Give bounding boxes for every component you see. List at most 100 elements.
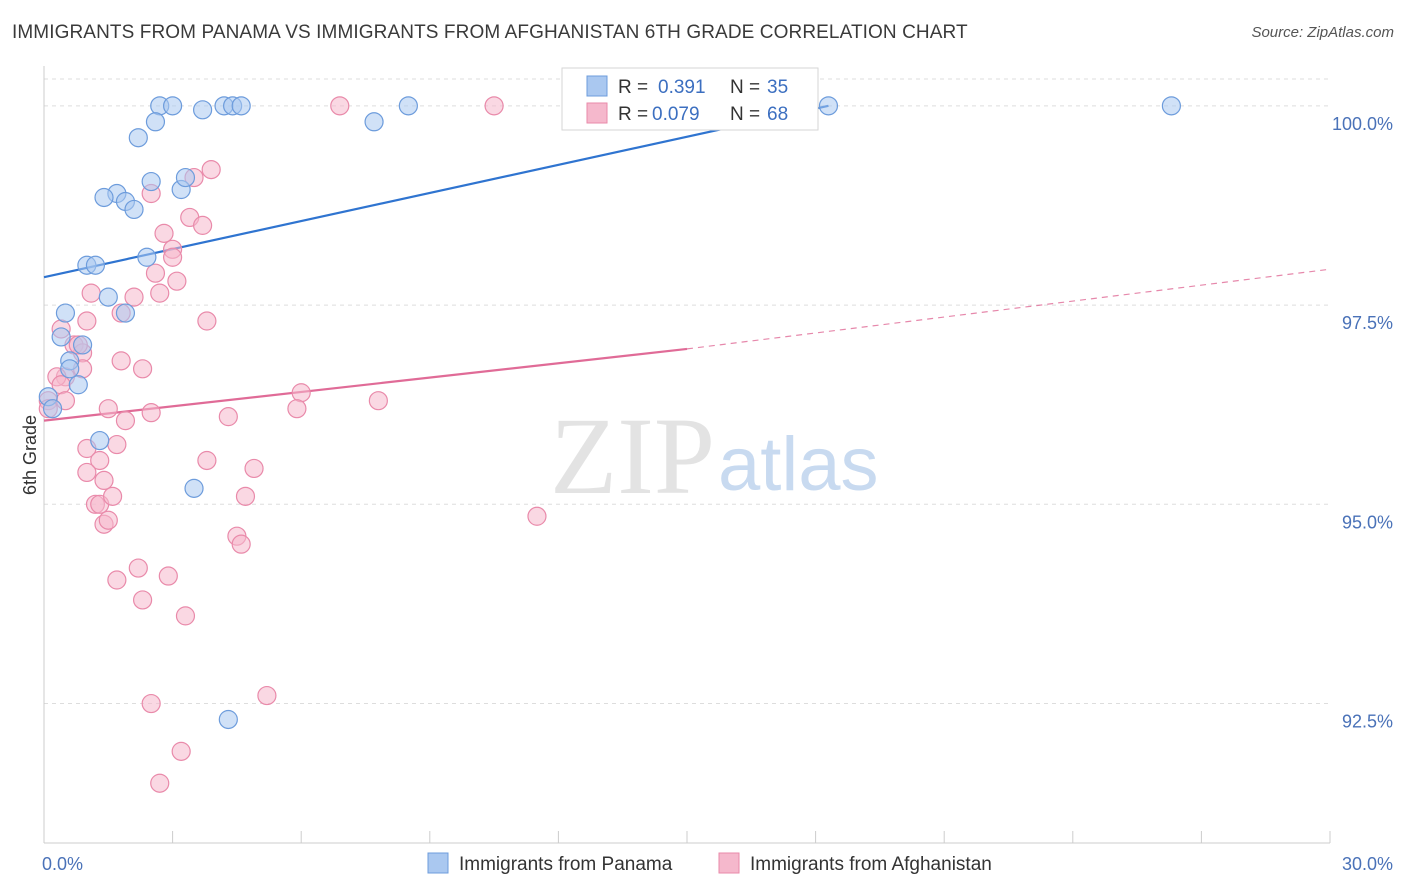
point-afghan-40 <box>197 450 217 471</box>
bottom-legend-swatch-afghan <box>718 852 740 874</box>
point-afghan-7 <box>154 223 174 243</box>
point-afghan-62 <box>150 773 170 793</box>
point-panama-18 <box>124 199 144 220</box>
point-panama-10 <box>364 112 384 132</box>
legend-panama-r-value: 0.391 <box>658 77 706 98</box>
point-panama-33 <box>184 478 204 498</box>
legend-afghan-n-label: N = <box>730 104 760 125</box>
bottom-legend-panama: Immigrants from Panama <box>459 854 673 875</box>
point-afghan-56 <box>107 570 127 590</box>
point-afghan-12 <box>81 283 101 303</box>
x-tick-label-1: 30.0% <box>1342 854 1393 874</box>
trend-lines <box>43 104 1331 422</box>
point-afghan-6 <box>193 215 213 235</box>
point-afghan-22 <box>111 351 131 371</box>
chart-title: IMMIGRANTS FROM PANAMA VS IMMIGRANTS FRO… <box>12 22 968 43</box>
point-panama-34 <box>218 709 238 730</box>
point-panama-5 <box>231 96 251 116</box>
legend-afghan-r-value: 0.079 <box>652 104 700 125</box>
point-afghan-47 <box>102 486 123 506</box>
point-afghan-61 <box>171 741 191 761</box>
grid-lines <box>44 78 1330 705</box>
point-afghan-51 <box>98 510 118 530</box>
point-afghan-44 <box>94 470 114 490</box>
point-afghan-2 <box>201 160 221 180</box>
point-panama-29 <box>68 375 88 395</box>
x-tick-label-0: 0.0% <box>42 854 83 874</box>
point-afghan-35 <box>218 407 238 427</box>
y-tick-label-1: 97.5% <box>1342 313 1393 333</box>
point-panama-1 <box>163 96 183 116</box>
point-afghan-54 <box>128 558 148 578</box>
point-panama-9 <box>145 112 166 132</box>
point-panama-7 <box>818 96 839 116</box>
point-afghan-57 <box>132 590 153 610</box>
point-afghan-48 <box>235 486 256 506</box>
point-afghan-10 <box>145 263 166 283</box>
point-panama-31 <box>42 399 63 419</box>
y-tick-label-0: 100.0% <box>1332 114 1393 134</box>
y-axis-label: 6th Grade <box>20 415 40 495</box>
point-panama-24 <box>115 303 136 323</box>
legend-swatch-panama <box>586 75 608 97</box>
point-panama-16 <box>94 187 114 208</box>
point-panama-26 <box>72 335 93 355</box>
bottom-legend-afghan: Immigrants from Afghanistan <box>750 854 992 875</box>
point-afghan-23 <box>132 359 153 379</box>
point-afghan-9 <box>163 247 183 267</box>
point-afghan-16 <box>77 311 97 331</box>
point-afghan-39 <box>107 434 127 455</box>
point-panama-12 <box>141 171 161 192</box>
data-points <box>38 96 1181 793</box>
point-afghan-55 <box>158 566 178 586</box>
axes <box>43 66 1331 844</box>
point-afghan-33 <box>98 399 118 419</box>
point-panama-6 <box>398 96 418 116</box>
point-afghan-60 <box>141 693 161 714</box>
point-afghan-53 <box>231 534 251 554</box>
trend-extension-afghan <box>686 268 1331 350</box>
point-afghan-13 <box>150 283 170 303</box>
y-tick-label-2: 95.0% <box>1342 512 1393 532</box>
point-afghan-34 <box>141 403 161 423</box>
point-afghan-0 <box>330 96 350 116</box>
point-panama-25 <box>51 327 71 347</box>
legend-panama-n-label: N = <box>730 77 760 98</box>
top-legend: R = 0.391 N = 35 R = 0.079 N = 68 <box>561 67 819 131</box>
legend-swatch-afghan <box>586 102 608 124</box>
point-panama-11 <box>128 128 148 148</box>
legend-afghan-n-value: 68 <box>767 104 788 125</box>
point-panama-28 <box>60 359 80 379</box>
point-afghan-14 <box>124 287 144 307</box>
watermark-atlas: atlas <box>718 422 879 507</box>
watermark-zip: ZIP <box>550 395 715 517</box>
legend-afghan-r-label: R = <box>618 104 648 125</box>
source-credit: Source: ZipAtlas.com <box>1251 24 1394 41</box>
point-panama-2 <box>193 100 213 120</box>
legend-panama-n-value: 35 <box>767 77 788 98</box>
point-panama-22 <box>98 287 118 307</box>
point-afghan-32 <box>368 391 388 411</box>
point-afghan-59 <box>257 685 277 706</box>
point-panama-23 <box>55 303 76 323</box>
point-afghan-31 <box>291 383 311 403</box>
point-panama-14 <box>175 167 196 188</box>
point-afghan-43 <box>244 458 264 479</box>
bottom-legend: Immigrants from Panama Immigrants from A… <box>427 852 992 875</box>
point-afghan-58 <box>175 606 196 626</box>
point-afghan-11 <box>167 271 187 291</box>
point-panama-21 <box>137 247 157 267</box>
point-afghan-36 <box>287 399 307 419</box>
point-afghan-18 <box>197 311 217 331</box>
point-afghan-42 <box>77 462 97 483</box>
trend-line-panama <box>43 104 829 279</box>
point-afghan-1 <box>484 96 504 116</box>
point-panama-20 <box>85 255 106 275</box>
point-afghan-37 <box>115 411 136 431</box>
point-panama-32 <box>90 430 110 451</box>
legend-panama-r-label: R = <box>618 77 648 98</box>
point-panama-8 <box>1161 96 1181 116</box>
point-afghan-49 <box>527 506 547 526</box>
bottom-legend-swatch-panama <box>427 852 449 874</box>
